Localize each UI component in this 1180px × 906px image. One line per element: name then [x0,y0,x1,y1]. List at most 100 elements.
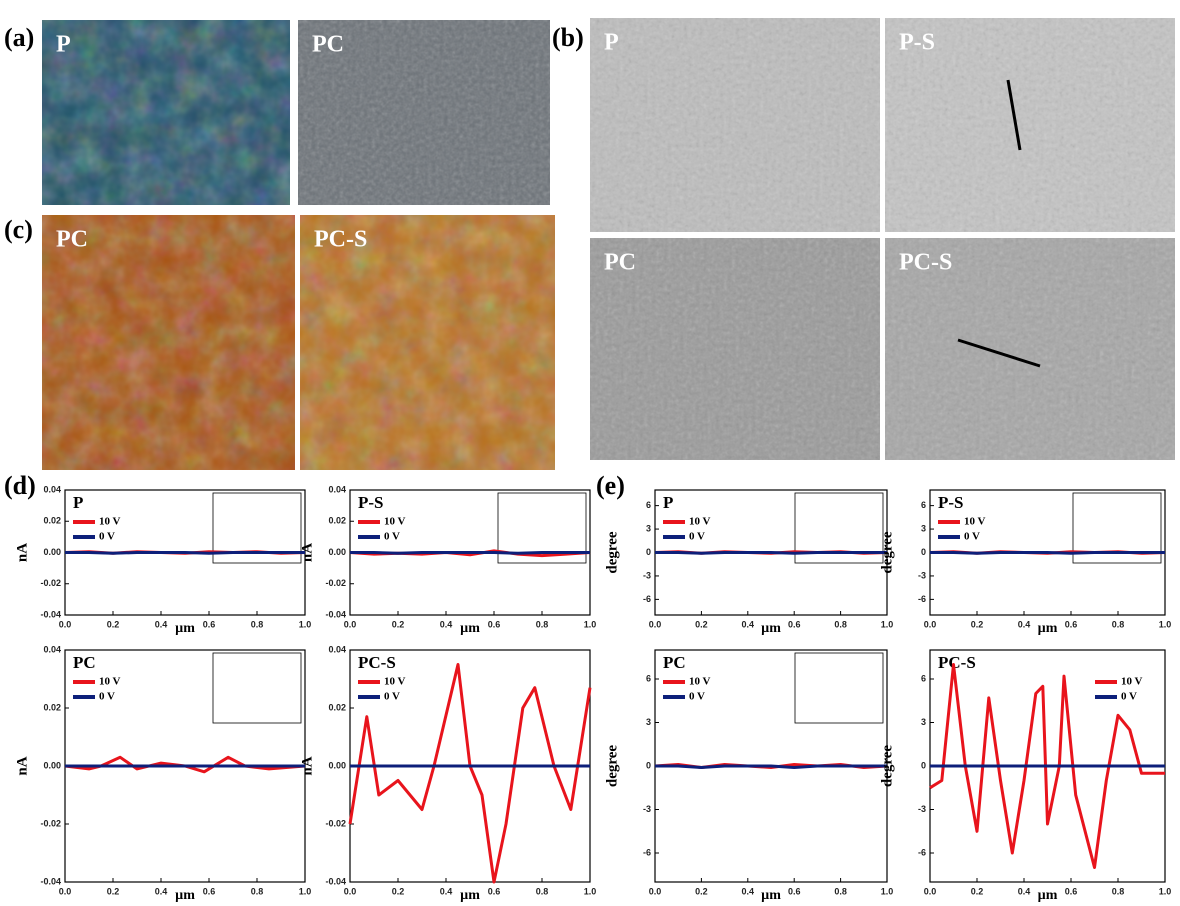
x-tick-label: 0.6 [488,619,501,629]
inset [213,653,301,723]
y-tick-label: 3 [921,717,926,727]
x-tick-label: 0.4 [1018,619,1031,629]
y-tick-label: 0.02 [43,516,61,526]
x-tick-label: 0.0 [344,619,357,629]
legend-label: 0 V [384,691,400,703]
panel-label: (d) [4,471,36,500]
y-axis-label: nA [14,543,30,562]
image-label: PC [604,250,636,276]
y-tick-label: -3 [918,570,926,580]
chart-title: PC [73,653,96,672]
x-tick-label: 1.0 [584,619,597,629]
y-tick-label: -6 [918,847,926,857]
y-tick-label: 6 [921,673,926,683]
chart-title: P [73,493,83,512]
x-axis-label: µm [1038,621,1058,636]
y-tick-label: 0 [921,547,926,557]
x-tick-label: 0.8 [536,886,549,896]
x-tick-label: 1.0 [1159,886,1172,896]
x-tick-label: 1.0 [299,886,312,896]
x-tick-label: 0.0 [344,886,357,896]
x-tick-label: 0.2 [392,886,405,896]
x-tick-label: 0.2 [695,886,708,896]
legend-label: 0 V [689,691,705,703]
legend-label: 0 V [384,531,400,543]
y-tick-label: 0 [646,547,651,557]
x-tick-label: 0.6 [488,886,501,896]
image-label: PC-S [899,250,952,276]
legend-label: 10 V [99,676,121,688]
y-tick-label: -0.04 [40,609,61,619]
x-tick-label: 0.6 [1065,619,1078,629]
chart-title: PC [663,653,686,672]
legend-label: 0 V [99,691,115,703]
panel-label: (b) [552,23,584,52]
x-axis-label: µm [175,888,195,903]
y-tick-label: -3 [643,570,651,580]
series-line [655,766,887,768]
y-axis-label: degree [604,531,620,574]
y-tick-label: 3 [921,523,926,533]
legend-label: 10 V [384,516,406,528]
x-tick-label: 0.8 [834,619,847,629]
legend-label: 10 V [384,676,406,688]
x-tick-label: 0.0 [649,886,662,896]
y-axis-label: nA [299,756,315,775]
y-tick-label: 0.04 [43,644,61,654]
y-tick-label: 0.00 [43,760,61,770]
y-tick-label: 6 [646,500,651,510]
x-tick-label: 1.0 [299,619,312,629]
x-tick-label: 0.6 [788,886,801,896]
y-tick-label: 6 [646,673,651,683]
chart-title: P [663,493,673,512]
x-tick-label: 0.4 [155,619,168,629]
x-tick-label: 0.2 [107,619,120,629]
y-axis-label: degree [879,531,895,574]
legend-label: 10 V [689,516,711,528]
series-line [655,553,887,554]
x-axis-label: µm [175,621,195,636]
x-tick-label: 0.0 [649,619,662,629]
legend-label: 0 V [689,531,705,543]
x-tick-label: 1.0 [881,619,894,629]
figure: PPCPP-SPCPC-SPCPC-S (a) (b) (c) (d) (e) … [0,0,1180,906]
legend-label: 10 V [689,676,711,688]
texture [300,215,555,470]
x-tick-label: 0.4 [742,619,755,629]
y-tick-label: 0.00 [328,547,346,557]
x-axis-label: µm [761,621,781,636]
y-tick-label: -6 [643,847,651,857]
y-tick-label: -0.04 [325,609,346,619]
legend-label: 0 V [99,531,115,543]
inset [795,653,883,723]
x-tick-label: 0.8 [536,619,549,629]
y-tick-label: 0.02 [328,516,346,526]
panel-label: (c) [4,215,33,244]
y-tick-label: 0 [921,760,926,770]
x-tick-label: 1.0 [1159,619,1172,629]
legend-label: 0 V [964,531,980,543]
texture [42,20,290,205]
y-axis-label: degree [604,745,620,788]
x-tick-label: 0.2 [971,886,984,896]
series-line [930,553,1165,554]
x-axis-label: µm [1038,888,1058,903]
x-tick-label: 0.2 [971,619,984,629]
x-tick-label: 0.2 [107,886,120,896]
x-tick-label: 0.8 [834,886,847,896]
x-axis-label: µm [460,888,480,903]
x-tick-label: 0.0 [59,886,72,896]
x-tick-label: 0.0 [924,886,937,896]
y-tick-label: -0.02 [40,818,61,828]
x-tick-label: 0.4 [742,886,755,896]
x-tick-label: 0.6 [788,619,801,629]
y-tick-label: -0.02 [325,818,346,828]
x-axis-label: µm [460,621,480,636]
y-tick-label: -0.02 [325,578,346,588]
y-tick-label: 0.04 [328,644,346,654]
y-tick-label: 0.04 [328,484,346,494]
image-label: PC [312,32,344,58]
image-label: PC-S [314,227,367,253]
x-tick-label: 0.8 [1112,619,1125,629]
y-tick-label: -0.04 [40,876,61,886]
